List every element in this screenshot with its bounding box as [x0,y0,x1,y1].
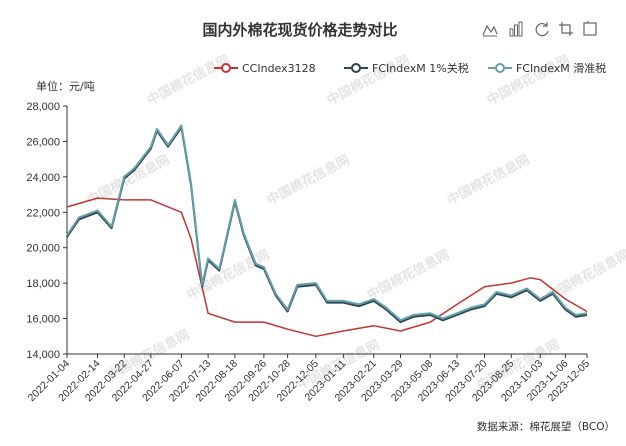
legend-item-2[interactable]: FCIndexM 1%关税 [344,61,469,75]
watermark-text: 中国棉花信息网 [544,247,626,304]
watermark-text: 中国棉花信息网 [444,152,532,209]
series-line-3 [66,124,588,322]
legend-label: FCIndexM 滑准税 [516,61,606,75]
legend-marker-icon [351,63,361,73]
watermark-text: 中国棉花信息网 [364,247,452,304]
legend-item-1[interactable]: CCIndex3128 [214,62,316,75]
chart-title: 国内外棉花现货价格走势对比 [202,21,397,39]
legend-marker-icon [221,63,231,73]
watermark-text: 中国棉花信息网 [324,52,412,109]
crop-icon[interactable] [582,21,598,37]
y-tick-label: 20,000 [26,243,60,255]
legend-marker-icon [495,63,505,73]
bar-chart-icon[interactable] [508,21,524,37]
y-tick-label: 14,000 [26,349,60,361]
restore-icon[interactable] [534,21,550,37]
legend-item-3[interactable]: FCIndexM 滑准税 [488,61,606,75]
y-tick-label: 24,000 [26,172,60,184]
line-chart-icon[interactable] [482,21,498,37]
watermark-text: 中国棉花信息网 [484,52,572,109]
y-tick-label: 28,000 [26,101,60,113]
y-tick-label: 16,000 [26,314,60,326]
watermark-text: 中国棉花信息网 [144,52,232,109]
legend-label: CCIndex3128 [242,62,316,75]
series-line-2 [66,126,588,324]
save-image-icon[interactable] [558,21,574,37]
data-source: 数据来源：棉花展望（BCO） [477,420,615,433]
legend: CCIndex3128 FCIndexM 1%关税 FCIndexM 滑准税 [214,61,606,75]
axes: 14,000 16,000 18,000 20,000 22,000 24,000 26,0… [26,101,593,404]
watermark-text: 中国棉花信息网 [184,247,272,304]
y-tick-label: 22,000 [26,207,60,219]
legend-label: FCIndexM 1%关税 [372,61,469,75]
toolbox [482,21,598,37]
unit-label: 单位：元/吨 [36,79,95,93]
y-tick-label: 26,000 [26,136,60,148]
watermark-text: 中国棉花信息网 [264,152,352,209]
series-line-1 [66,197,588,338]
series-layer [66,124,588,338]
y-tick-label: 18,000 [26,278,60,290]
